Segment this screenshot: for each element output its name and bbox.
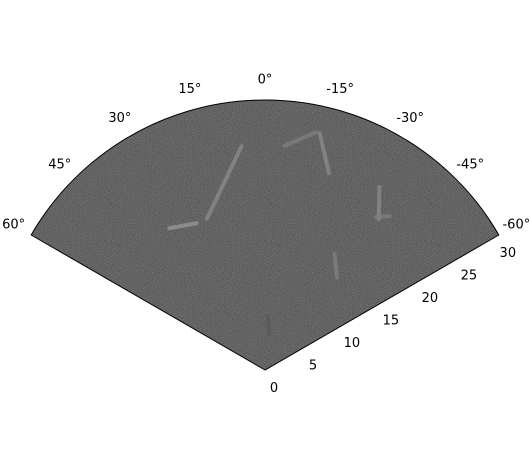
theta-tick-label: 45° — [48, 157, 71, 172]
echo-feature-5 — [376, 184, 382, 222]
theta-tick-label: 30° — [108, 111, 131, 126]
r-tick-label: 0 — [270, 381, 278, 396]
theta-tick-label: -30° — [396, 111, 424, 126]
theta-tick-label: -45° — [456, 157, 484, 172]
r-tick-label: 5 — [309, 359, 317, 374]
r-tick-label: 25 — [461, 269, 478, 284]
theta-tick-label: 60° — [2, 217, 25, 232]
polar-wedge-border — [30, 99, 500, 371]
echo-feature-8 — [265, 314, 272, 337]
r-tick-label: 15 — [383, 314, 400, 329]
echo-feature-2 — [282, 130, 318, 148]
r-tick-label: 20 — [422, 291, 439, 306]
echo-feature-7 — [332, 252, 340, 280]
theta-tick-labels: 60° 45° 30° 15° 0° -15° -30° -45° -60° — [2, 72, 530, 232]
echo-feature-1 — [204, 144, 244, 221]
echo-feature-4 — [317, 131, 331, 176]
r-tick-label: 10 — [344, 336, 361, 351]
r-tick-label: 30 — [500, 246, 517, 261]
theta-tick-label: 15° — [178, 82, 201, 97]
echo-feature-6 — [374, 214, 392, 220]
echo-feature-3 — [167, 221, 199, 231]
theta-tick-label: -60° — [502, 217, 530, 232]
r-tick-labels: 0 5 10 15 20 25 30 — [270, 246, 516, 396]
theta-tick-label: 0° — [258, 72, 273, 87]
theta-tick-label: -15° — [326, 82, 354, 97]
